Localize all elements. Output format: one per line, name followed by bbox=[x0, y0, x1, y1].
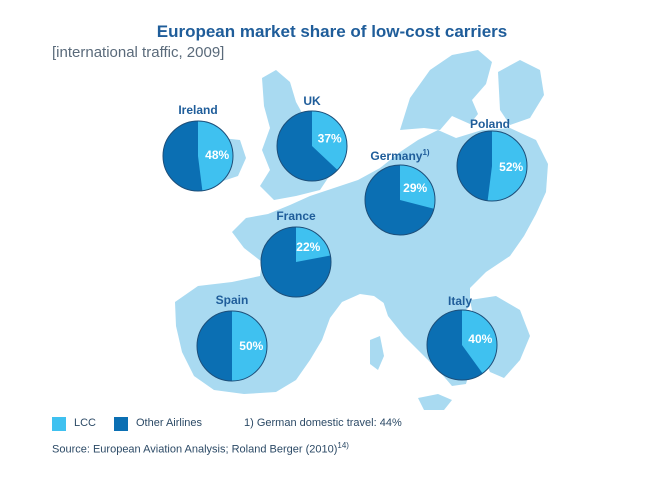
pie-value-label-ireland: 48% bbox=[205, 148, 229, 162]
pie-slice-lcc-spain bbox=[232, 311, 267, 381]
pie-value-label-germany: 29% bbox=[403, 181, 427, 195]
map-sardinia bbox=[370, 336, 384, 370]
map-sicily bbox=[418, 394, 452, 410]
pie-outline-poland bbox=[456, 130, 528, 202]
pie-germany: 29% Germany1) bbox=[364, 148, 436, 236]
pie-value-label-spain: 50% bbox=[239, 339, 263, 353]
pie-value-label-poland: 52% bbox=[499, 160, 523, 174]
legend-label-other: Other Airlines bbox=[136, 417, 203, 429]
pie-charts: 48% Ireland 37% UK 29% Germany1) 52% Poland 22% F… bbox=[162, 94, 528, 382]
legend-swatch-other bbox=[114, 417, 128, 431]
country-name-spain: Spain bbox=[216, 293, 249, 307]
pie-slice-lcc-uk bbox=[312, 111, 347, 170]
map-finland bbox=[498, 60, 544, 125]
pie-france: 22% France bbox=[260, 209, 332, 298]
country-label-spain: Spain bbox=[216, 293, 249, 307]
source-note: Source: European Aviation Analysis; Rola… bbox=[52, 441, 349, 456]
pie-outline-france bbox=[260, 226, 332, 298]
country-label-germany: Germany1) bbox=[370, 148, 429, 163]
source-text: Source: European Aviation Analysis; Rola… bbox=[52, 443, 338, 456]
pie-outline-ireland bbox=[162, 120, 234, 192]
pie-italy: 40% Italy bbox=[426, 294, 498, 381]
country-name-germany: Germany bbox=[370, 149, 422, 163]
pie-slice-lcc-poland bbox=[487, 130, 528, 201]
chart-title: European market share of low-cost carrie… bbox=[156, 22, 508, 41]
country-name-ireland: Ireland bbox=[178, 103, 217, 117]
source-superscript: 14) bbox=[337, 441, 349, 450]
pie-spain: 50% Spain bbox=[196, 293, 268, 382]
country-label-italy: Italy bbox=[448, 294, 472, 308]
pie-poland: 52% Poland bbox=[456, 117, 528, 202]
country-label-ireland: Ireland bbox=[178, 103, 217, 117]
pie-value-label-italy: 40% bbox=[468, 332, 492, 346]
country-name-poland: Poland bbox=[470, 117, 510, 131]
country-name-italy: Italy bbox=[448, 294, 472, 308]
pie-slice-lcc-ireland bbox=[198, 121, 233, 191]
pie-uk: 37% UK bbox=[276, 94, 348, 182]
pie-slice-lcc-germany bbox=[400, 165, 435, 209]
country-label-poland: Poland bbox=[470, 117, 510, 131]
country-name-uk: UK bbox=[303, 94, 321, 108]
pie-outline-italy bbox=[426, 309, 498, 381]
map-scandinavia bbox=[400, 50, 492, 130]
pie-value-label-uk: 37% bbox=[318, 131, 342, 145]
country-label-france: France bbox=[276, 209, 316, 223]
legend-label-lcc: LCC bbox=[74, 417, 97, 429]
chart-subtitle: [international traffic, 2009] bbox=[52, 44, 225, 61]
legend-swatch-lcc bbox=[52, 417, 66, 431]
pie-slice-lcc-italy bbox=[462, 310, 498, 374]
country-name-france: France bbox=[276, 209, 316, 223]
pie-value-label-france: 22% bbox=[296, 240, 320, 254]
country-footnote-mark-germany: 1) bbox=[422, 148, 429, 157]
pie-slice-lcc-france bbox=[296, 227, 331, 262]
country-label-uk: UK bbox=[303, 94, 321, 108]
pie-outline-uk bbox=[276, 110, 348, 182]
legend-footnote: 1) German domestic travel: 44% bbox=[244, 417, 402, 429]
pie-outline-spain bbox=[196, 310, 268, 382]
pie-ireland: 48% Ireland bbox=[162, 103, 234, 192]
pie-outline-germany bbox=[364, 164, 436, 236]
